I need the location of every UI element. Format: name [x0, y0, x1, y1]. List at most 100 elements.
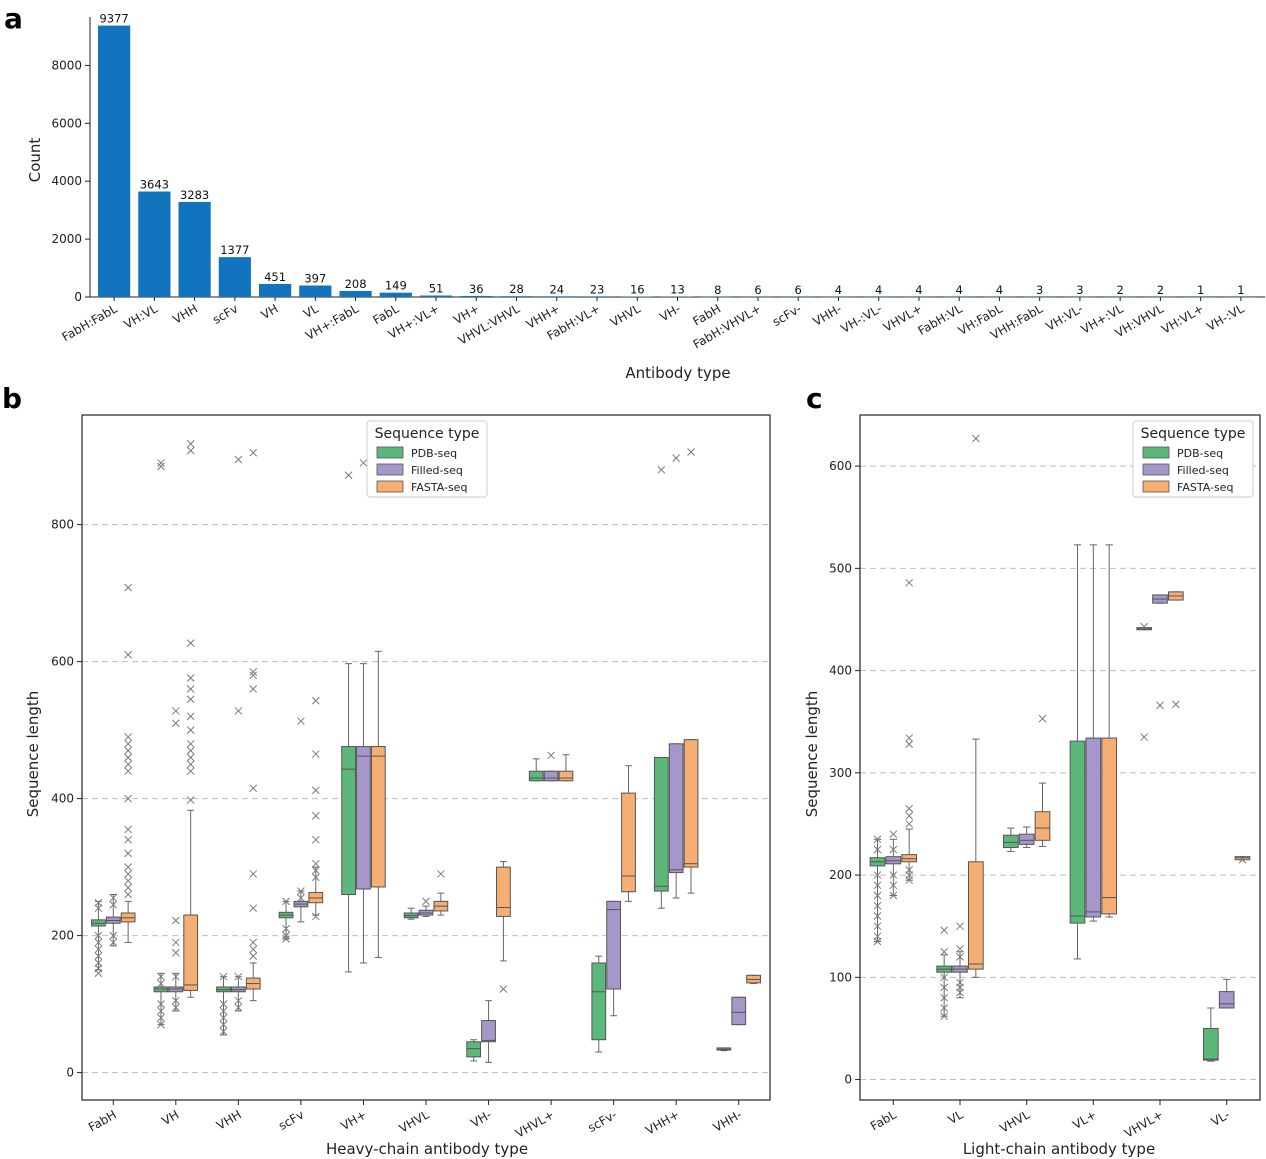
flier-marker — [940, 947, 949, 956]
flier-marker — [94, 898, 103, 907]
c-legend-swatch-pdb-seq — [1142, 446, 1170, 459]
box-iqr — [1218, 991, 1235, 1009]
b-box-vhh-filled-seq — [230, 455, 246, 1012]
panel-label-b: b — [2, 382, 22, 415]
a-x-tick-label: FabH:FabL — [60, 301, 120, 344]
flier-marker — [94, 904, 103, 913]
flier-marker — [249, 685, 258, 693]
a-y-tick-label: 6000 — [51, 116, 82, 130]
c-legend-swatch-filled-seq — [1142, 463, 1170, 476]
b-box-vhh-fasta-seq — [746, 974, 761, 985]
flier-marker — [940, 993, 949, 1002]
b-box-vh-fasta-seq — [183, 439, 199, 998]
bar-value-label: 4 — [996, 283, 1003, 297]
bar-value-label: 6 — [754, 283, 761, 297]
c-box-vl-fasta-seq — [1101, 544, 1118, 918]
flier-marker — [157, 979, 165, 988]
flier-marker — [186, 739, 195, 748]
flier-marker — [873, 901, 882, 910]
a-y-tick-label: 8000 — [51, 58, 82, 72]
b-box-scfv-filled-seq — [606, 900, 622, 1017]
flier-marker — [124, 746, 132, 755]
flier-marker — [422, 897, 430, 906]
flier-marker — [437, 870, 445, 878]
b-boxes — [91, 439, 761, 1063]
c-x-tick-label: VL+ — [1070, 1107, 1099, 1132]
flier-marker — [219, 1020, 228, 1029]
b-legend-swatch-fasta-seq — [376, 480, 404, 493]
c-y-tick-label: 200 — [829, 868, 852, 882]
b-legend-swatch-pdb-seq — [376, 446, 404, 459]
c-box-vl-pdb-seq — [1202, 1007, 1219, 1062]
flier-marker — [1156, 701, 1164, 710]
flier-marker — [873, 932, 882, 941]
c-legend-label-pdb-seq: PDB-seq — [1177, 447, 1223, 460]
flier-marker — [311, 696, 320, 705]
flier-marker — [219, 1013, 228, 1022]
flier-marker — [157, 462, 165, 471]
flier-marker — [889, 891, 898, 900]
c-y-tick-label: 500 — [829, 561, 852, 575]
flier-marker — [657, 465, 666, 474]
b-x-tick-label: FabH — [86, 1107, 119, 1134]
b-x-tick-label: scFv- — [585, 1107, 619, 1135]
b-x-axis-label: Heavy-chain antibody type — [326, 1140, 528, 1158]
flier-marker — [249, 904, 258, 913]
b-box-scfv-pdb-seq — [591, 955, 607, 1053]
bar-value-label: 1377 — [220, 243, 249, 257]
flier-marker — [940, 1012, 949, 1021]
a-x-tick-label: VH:VL — [122, 301, 161, 331]
flier-marker — [687, 448, 695, 456]
flier-marker — [311, 859, 320, 868]
b-box-vhh-pdb-seq — [716, 1047, 732, 1052]
a-x-tick-label: VH:VL- — [1044, 301, 1086, 333]
flier-marker — [971, 434, 980, 443]
bar-vh — [258, 283, 292, 297]
flier-marker — [171, 948, 180, 957]
b-y-tick-label: 600 — [51, 655, 74, 669]
c-x-tick-label: FabL — [868, 1107, 899, 1133]
a-x-tick-label: VH-:VL — [1204, 301, 1246, 334]
c-legend-label-filled-seq: Filled-seq — [1177, 464, 1229, 477]
flier-marker — [311, 912, 320, 921]
bar-value-label: 4 — [835, 283, 842, 297]
c-box-vl-pdb-seq — [936, 926, 952, 1021]
box-iqr — [731, 996, 747, 1026]
b-box-scfv-filled-seq — [293, 717, 309, 923]
box-iqr — [528, 770, 544, 782]
bar-vh-vl — [419, 295, 453, 297]
flier-marker — [94, 959, 103, 967]
flier-marker — [219, 1007, 228, 1015]
flier-marker — [186, 712, 195, 721]
bar-vhvl-vhvl — [500, 296, 533, 297]
flier-marker — [297, 887, 305, 895]
b-x-tick-label: VH+ — [338, 1107, 369, 1133]
flier-marker — [94, 945, 103, 954]
flier-marker — [234, 1003, 243, 1012]
flier-marker — [234, 455, 243, 464]
a-y-tick-labels: 0 2000 4000 6000 8000 — [51, 58, 90, 304]
bar-vhh — [540, 296, 573, 297]
a-y-tick-label: 4000 — [51, 174, 82, 188]
c-legend-title: Sequence type — [1141, 426, 1246, 442]
b-legend-label-filled-seq: Filled-seq — [411, 464, 463, 477]
c-y-tick-label: 100 — [829, 970, 852, 984]
c-box-vl-fasta-seq — [1234, 855, 1251, 864]
c-x-tick-labels: FabL VL VHVL VL+ VHVL+ VL- — [868, 1100, 1232, 1141]
flier-marker — [234, 707, 243, 715]
box-iqr — [1018, 833, 1035, 845]
flier-marker — [547, 751, 555, 760]
panel-label-a: a — [4, 2, 23, 35]
c-frame — [859, 414, 1261, 1101]
c-axes-frame — [859, 414, 1261, 1101]
flier-marker — [94, 952, 103, 961]
b-legend-box — [366, 420, 488, 498]
flier-marker — [940, 1004, 949, 1012]
flier-marker — [905, 578, 914, 587]
bar-value-label: 1 — [1197, 283, 1204, 297]
bar-value-label: 3643 — [140, 178, 169, 192]
c-box-vhvl-pdb-seq — [1002, 827, 1019, 853]
bar-fabl — [379, 292, 412, 297]
flier-marker — [1140, 622, 1149, 631]
